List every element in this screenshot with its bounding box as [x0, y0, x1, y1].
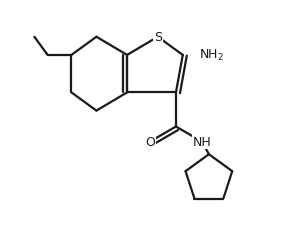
Text: NH: NH	[193, 136, 211, 149]
Text: O: O	[145, 136, 155, 149]
Text: NH$_2$: NH$_2$	[199, 48, 224, 63]
Text: S: S	[154, 31, 162, 44]
